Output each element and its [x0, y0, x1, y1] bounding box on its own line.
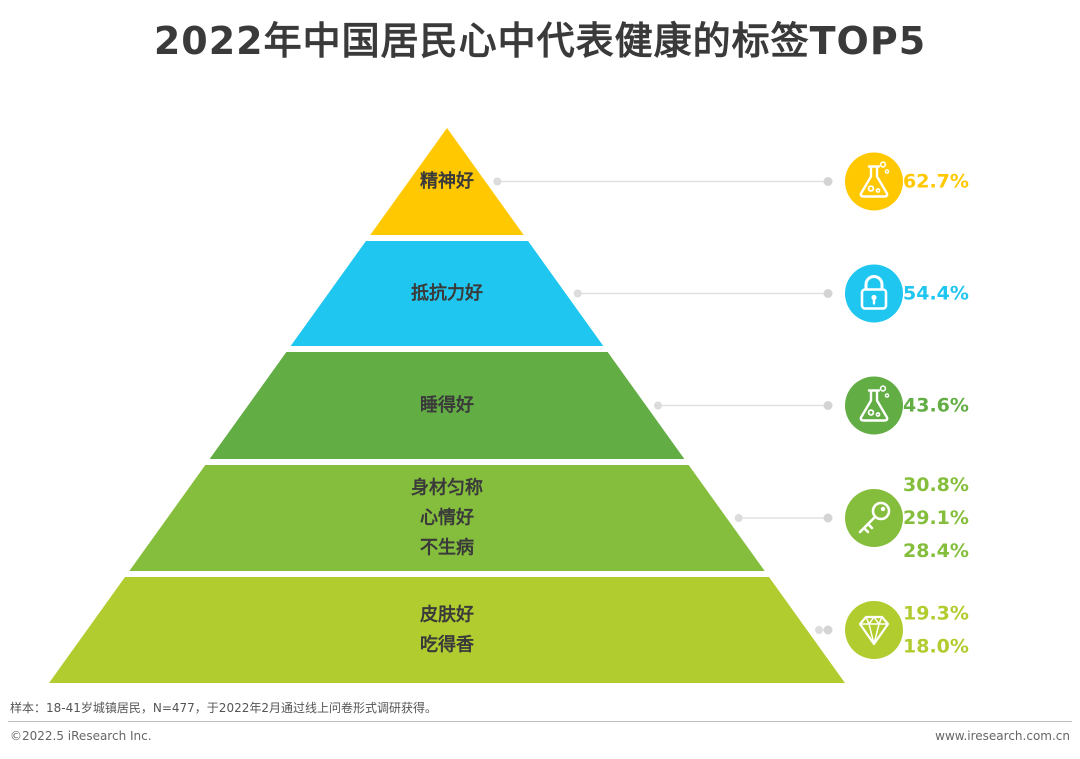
tier-label: 身材匀称	[411, 477, 483, 499]
icon-badge	[845, 264, 903, 323]
leader-dot	[823, 289, 833, 298]
leader-dot	[823, 513, 833, 523]
tier-label: 睡得好	[420, 394, 474, 416]
icon-badge	[845, 152, 903, 211]
flask-icon	[859, 385, 890, 422]
flask-icon	[859, 161, 890, 198]
value-label: 18.0%	[903, 636, 969, 658]
copyright-text: ©2022.5 iResearch Inc.	[10, 729, 152, 743]
tier-label: 精神好	[420, 170, 474, 192]
tier-label: 心情好	[420, 507, 474, 529]
leader-dot	[823, 401, 833, 410]
chart-title: 2022年中国居民心中代表健康的标签TOP5	[153, 19, 927, 63]
website-link[interactable]: www.iresearch.com.cn	[935, 729, 1070, 743]
leader-dot	[823, 177, 833, 186]
value-label: 62.7%	[903, 171, 969, 193]
value-label: 30.8%	[903, 474, 969, 496]
pyramid-tier	[209, 352, 685, 459]
pyramid-tier	[290, 241, 604, 346]
icon-badge	[845, 601, 903, 659]
leader-dot	[823, 625, 833, 635]
icon-badge	[845, 376, 903, 435]
sample-note: 样本：18-41岁城镇居民，N=477，于2022年2月通过线上问卷形式调研获得…	[10, 701, 437, 715]
leader-dot	[814, 626, 823, 634]
footer-divider	[8, 721, 1072, 722]
key-icon	[858, 501, 891, 534]
value-label: 28.4%	[903, 540, 969, 562]
value-label: 29.1%	[903, 507, 969, 529]
lock-icon	[860, 275, 888, 310]
leader-dot	[573, 289, 582, 298]
pyramid-tier	[370, 128, 524, 235]
leader-dot	[493, 177, 502, 186]
leader-dot	[654, 401, 662, 410]
tier-label: 皮肤好	[420, 604, 474, 626]
tier-label: 不生病	[420, 537, 474, 559]
value-label: 54.4%	[903, 283, 969, 305]
value-label: 19.3%	[903, 603, 969, 625]
leader-dot	[734, 514, 743, 522]
diamond-icon	[858, 615, 890, 646]
tier-label: 吃得香	[420, 634, 475, 656]
pyramid-tier	[129, 465, 765, 571]
value-label: 43.6%	[903, 395, 969, 417]
tier-label: 抵抗力好	[411, 282, 483, 304]
pyramid-tier	[49, 577, 845, 683]
